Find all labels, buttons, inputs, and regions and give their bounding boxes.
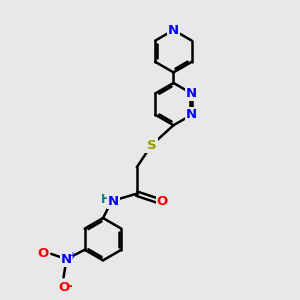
Text: O: O xyxy=(58,281,69,294)
Text: O: O xyxy=(38,247,49,260)
Text: +: + xyxy=(68,250,76,261)
Text: O: O xyxy=(157,194,168,208)
Text: N: N xyxy=(168,24,179,37)
Text: N: N xyxy=(186,87,197,100)
Text: N: N xyxy=(108,194,119,208)
Text: S: S xyxy=(147,139,156,152)
Text: -: - xyxy=(66,279,72,292)
Text: N: N xyxy=(61,253,72,266)
Text: N: N xyxy=(186,108,197,121)
Text: H: H xyxy=(100,193,110,206)
